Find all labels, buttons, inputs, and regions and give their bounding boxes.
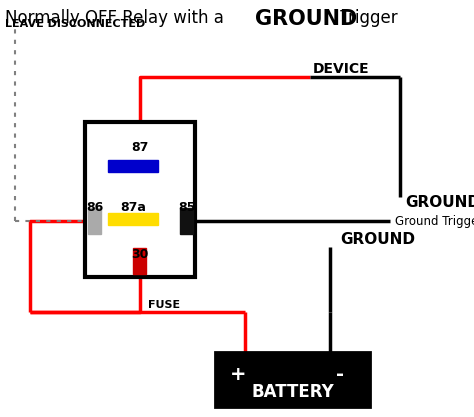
Bar bbox=[85, 122, 195, 277]
Text: GROUND: GROUND bbox=[405, 194, 474, 209]
Bar bbox=[108, 213, 158, 225]
Text: 86: 86 bbox=[86, 201, 104, 214]
Text: 85: 85 bbox=[178, 201, 196, 214]
Text: GROUND: GROUND bbox=[340, 231, 415, 246]
Text: +: + bbox=[230, 365, 246, 384]
Text: BATTERY: BATTERY bbox=[252, 383, 334, 401]
Bar bbox=[133, 248, 146, 274]
Text: DEVICE: DEVICE bbox=[313, 62, 370, 76]
Text: GROUND: GROUND bbox=[255, 9, 357, 29]
Text: Ground Trigger Source: Ground Trigger Source bbox=[395, 214, 474, 228]
Text: -: - bbox=[336, 365, 344, 384]
Bar bbox=[108, 160, 158, 172]
Text: 30: 30 bbox=[131, 248, 149, 261]
Bar bbox=[180, 208, 193, 234]
Text: LEAVE DISCONNECTED: LEAVE DISCONNECTED bbox=[5, 19, 145, 29]
Text: FUSE: FUSE bbox=[148, 300, 180, 310]
Text: 87: 87 bbox=[131, 141, 149, 153]
Bar bbox=[88, 208, 101, 234]
Text: 87a: 87a bbox=[120, 201, 146, 214]
Text: Trigger: Trigger bbox=[335, 9, 398, 27]
Bar bbox=[215, 352, 370, 407]
Text: Normally OFF Relay with a: Normally OFF Relay with a bbox=[5, 9, 229, 27]
